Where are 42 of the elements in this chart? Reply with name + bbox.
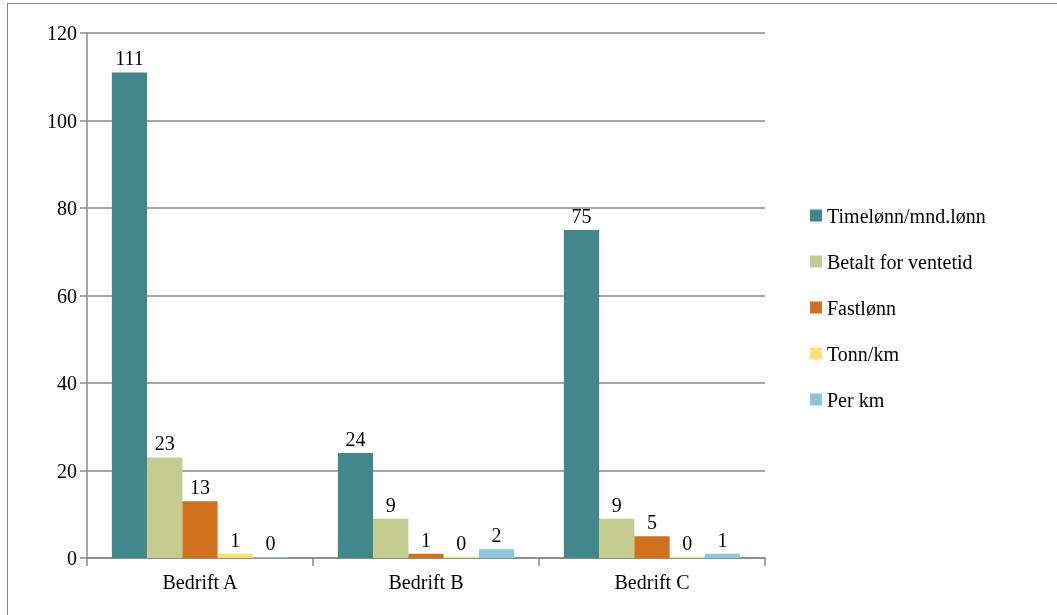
data-label: 23 [154,432,175,455]
bar [147,457,183,558]
bar [182,501,218,558]
bar [373,518,409,558]
y-tick-label: 40 [57,372,77,394]
bar [337,453,374,558]
y-tick-label: 0 [67,547,77,569]
data-label: 13 [190,476,210,499]
legend-label: Timelønn/mnd.lønn [827,204,986,227]
y-tick-label: 120 [47,22,77,44]
bar [704,553,741,558]
legend-label: Per km [827,388,885,411]
x-tick-label: Bedrift A [162,571,239,593]
bar [599,518,635,558]
data-label: 24 [345,428,366,450]
y-tick-label: 60 [57,284,77,307]
data-label: 111 [115,47,144,70]
data-label: 1 [717,528,728,551]
legend-label: Betalt for ventetid [827,250,973,273]
bar [634,536,670,558]
x-tick-label: Bedrift C [614,571,690,593]
y-tick-label: 100 [47,109,77,132]
legend-label: Fastlønn [827,296,896,319]
data-label: 75 [571,204,592,227]
bar [563,229,600,558]
data-label: 0 [265,532,276,554]
data-label: 2 [491,524,502,547]
y-tick-label: 80 [57,197,77,219]
data-label: 1 [230,528,241,551]
bar [408,553,444,558]
y-tick-label: 20 [57,459,77,482]
bar [478,549,515,558]
legend-label: Tonn/km [827,342,900,365]
data-label: 0 [682,532,693,554]
bar [111,72,148,558]
data-label: 5 [647,511,657,534]
data-label: 9 [611,493,622,516]
data-label: 1 [421,528,431,551]
data-label: 0 [456,532,467,554]
x-tick-label: Bedrift B [388,571,464,593]
bar [217,553,253,558]
data-label: 9 [385,493,396,516]
